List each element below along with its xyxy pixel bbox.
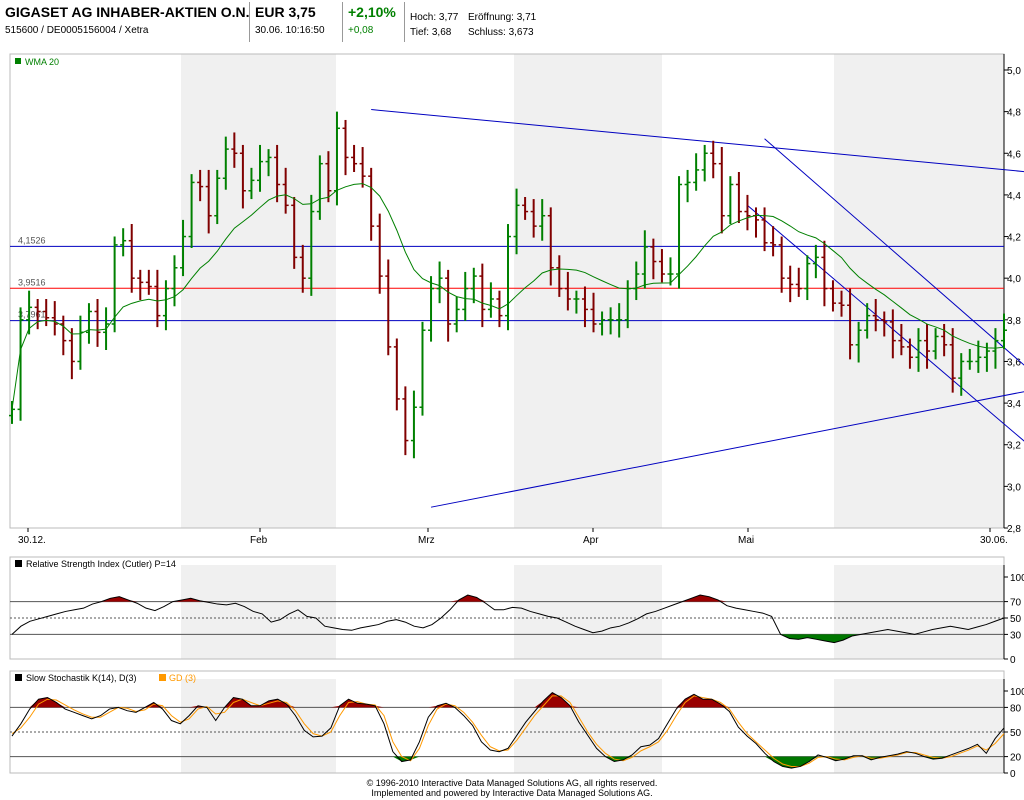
month-shading <box>834 679 1004 773</box>
y-tick-label: 4,0 <box>1007 274 1021 285</box>
stoch-d-legend-label: GD (3) <box>169 673 196 683</box>
level-label: 3,7961 <box>18 310 46 320</box>
stoch-k-legend-label: Slow Stochastik K(14), D(3) <box>26 673 137 683</box>
header-divider <box>249 2 250 42</box>
stat-close: Schluss: 3,673 <box>468 27 534 38</box>
copyright-footer: © 1996-2010 Interactive Data Managed Sol… <box>0 778 1024 798</box>
indicator-y-tick-label: 100 <box>1010 687 1024 698</box>
x-tick-label: 30.06. <box>980 535 1008 546</box>
y-tick-label: 3,2 <box>1007 441 1021 452</box>
y-tick-label: 3,6 <box>1007 357 1021 368</box>
y-tick-label: 4,4 <box>1007 191 1021 202</box>
security-name: GIGASET AG INHABER-AKTIEN O.N. <box>5 4 250 20</box>
overbought-fill <box>676 694 730 708</box>
level-label: 3,9516 <box>18 277 46 287</box>
powered-by-line: Implemented and powered by Interactive D… <box>371 788 653 798</box>
stoch-d-line <box>11 695 1005 767</box>
indicator-y-tick-label: 0 <box>1010 769 1016 780</box>
indicator-y-tick-label: 50 <box>1010 614 1022 625</box>
security-ids: 515600 / DE0005156004 / Xetra <box>5 25 149 36</box>
month-shading <box>181 679 336 773</box>
y-tick-label: 4,2 <box>1007 233 1021 244</box>
rsi-legend-swatch <box>15 560 22 567</box>
copyright-line: © 1996-2010 Interactive Data Managed Sol… <box>366 778 658 788</box>
y-tick-label: 4,8 <box>1007 108 1021 119</box>
wma-legend-swatch <box>15 58 21 64</box>
month-shading <box>514 679 662 773</box>
indicator-y-tick-label: 100 <box>1010 573 1024 584</box>
last-price: EUR 3,75 <box>255 4 316 20</box>
x-tick-label: Feb <box>250 535 268 546</box>
rsi-line <box>11 594 1005 644</box>
stoch-d-legend-swatch <box>159 674 166 681</box>
level-label: 4,1526 <box>18 235 46 245</box>
y-tick-label: 5,0 <box>1007 66 1021 77</box>
overbought-fill <box>224 697 296 708</box>
x-tick-label: 30.12. <box>18 535 46 546</box>
y-tick-label: 3,0 <box>1007 482 1021 493</box>
indicator-y-tick-label: 50 <box>1010 728 1022 739</box>
trend-line <box>430 391 1024 508</box>
stat-open: Eröffnung: 3,71 <box>468 12 537 23</box>
month-shading <box>181 565 336 659</box>
rsi-title: Relative Strength Index (Cutler) P=14 <box>26 559 176 569</box>
quote-datetime: 30.06. 10:16:50 <box>255 25 325 36</box>
x-tick-label: Mrz <box>418 535 435 546</box>
change-absolute: +0,08 <box>348 25 374 36</box>
wma-line <box>11 183 1005 410</box>
overbought-fill <box>682 595 727 602</box>
stoch-legend-swatch <box>15 674 22 681</box>
overbought-fill <box>172 598 209 602</box>
indicator-y-tick-label: 80 <box>1010 703 1022 714</box>
month-shading <box>834 565 1004 659</box>
overbought-fill <box>449 595 486 602</box>
month-shading <box>834 54 1004 528</box>
indicator-y-tick-label: 20 <box>1010 753 1022 764</box>
indicator-y-tick-label: 30 <box>1010 630 1022 641</box>
y-tick-label: 3,8 <box>1007 316 1021 327</box>
stat-high: Hoch: 3,77 <box>410 12 459 23</box>
oversold-fill <box>764 756 818 769</box>
header-divider <box>342 2 343 42</box>
indicator-y-tick-label: 70 <box>1010 598 1022 609</box>
change-percent: +2,10% <box>348 4 396 20</box>
x-tick-label: Mai <box>738 535 754 546</box>
trend-line <box>764 138 1024 366</box>
stat-low: Tief: 3,68 <box>410 27 452 38</box>
header-divider <box>404 2 405 42</box>
x-tick-label: Apr <box>583 535 599 546</box>
y-tick-label: 2,8 <box>1007 524 1021 535</box>
wma-legend-label: WMA 20 <box>25 57 59 67</box>
y-tick-label: 3,4 <box>1007 399 1021 410</box>
month-shading <box>514 54 662 528</box>
month-shading <box>514 565 662 659</box>
trend-line <box>371 109 1024 173</box>
quote-header: GIGASET AG INHABER-AKTIEN O.N. 515600 / … <box>0 0 1024 46</box>
y-tick-label: 4,6 <box>1007 149 1021 160</box>
month-shading <box>181 54 336 528</box>
stoch-k-line <box>11 692 1005 769</box>
indicator-y-tick-label: 0 <box>1010 655 1016 666</box>
